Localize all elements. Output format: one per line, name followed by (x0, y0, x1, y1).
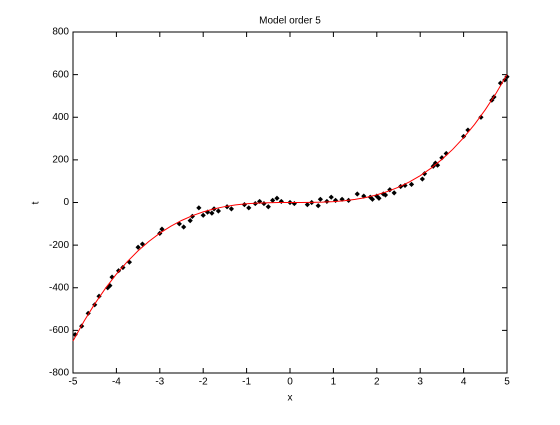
y-tick-label: 600 (52, 69, 69, 80)
data-point (85, 310, 91, 316)
data-point (181, 224, 187, 230)
x-tick-label: -3 (155, 377, 164, 388)
data-point (261, 200, 267, 207)
data-point (502, 77, 508, 83)
fit-curve (72, 74, 508, 342)
x-tick-label: -1 (242, 377, 251, 388)
data-point (328, 194, 334, 200)
data-point (391, 190, 397, 196)
data-point (241, 202, 248, 208)
data-point (402, 182, 408, 189)
data-point (443, 150, 449, 157)
x-tick-label: 0 (287, 377, 293, 388)
data-point (135, 244, 141, 250)
data-point (361, 193, 367, 199)
data-point (291, 200, 297, 207)
y-tick-label: -800 (49, 368, 69, 379)
x-tick-label: 3 (417, 377, 423, 388)
data-point (115, 268, 122, 274)
data-point (421, 171, 428, 177)
y-tick-label: 0 (63, 197, 69, 208)
data-point (224, 204, 230, 210)
data-point (120, 264, 126, 271)
data-point (324, 198, 330, 205)
data-point (315, 203, 321, 209)
y-tick-label: -600 (49, 325, 69, 336)
chart-title: Model order 5 (259, 16, 321, 27)
y-tick-label: 200 (52, 155, 69, 166)
x-tick-label: 5 (504, 377, 510, 388)
data-point (96, 293, 102, 299)
data-point (270, 197, 276, 203)
data-point (369, 196, 376, 202)
y-tick-label: -200 (49, 240, 69, 251)
data-point (209, 210, 215, 216)
data-point (504, 74, 510, 80)
y-axis-label: t (31, 201, 42, 204)
x-tick-label: -5 (69, 377, 78, 388)
data-point (246, 205, 252, 211)
data-point (419, 176, 425, 182)
y-tick-label: 800 (52, 27, 69, 38)
data-point (408, 181, 415, 187)
data-point (382, 192, 389, 198)
x-tick-label: 1 (331, 377, 337, 388)
data-point (274, 195, 280, 201)
data-point (72, 332, 78, 338)
data-point (126, 259, 133, 265)
x-axis-label: x (288, 393, 293, 404)
data-point (497, 80, 504, 86)
data-point (478, 114, 484, 120)
data-point (265, 204, 271, 210)
data-point (376, 195, 382, 201)
data-point (215, 208, 221, 214)
data-point (196, 205, 202, 211)
x-tick-label: -4 (112, 377, 121, 388)
data-point (439, 155, 445, 161)
data-point (461, 133, 467, 140)
data-point (228, 206, 235, 212)
data-point (354, 191, 360, 197)
data-point (367, 194, 373, 200)
y-tick-label: -400 (49, 282, 69, 293)
x-tick-label: 2 (374, 377, 380, 388)
data-point (200, 212, 206, 218)
data-point (107, 283, 113, 289)
data-point (317, 196, 323, 202)
y-tick-label: 400 (52, 112, 69, 123)
x-tick-label: 4 (461, 377, 467, 388)
x-tick-label: -2 (199, 377, 208, 388)
data-point (187, 218, 193, 224)
data-point (304, 202, 310, 208)
